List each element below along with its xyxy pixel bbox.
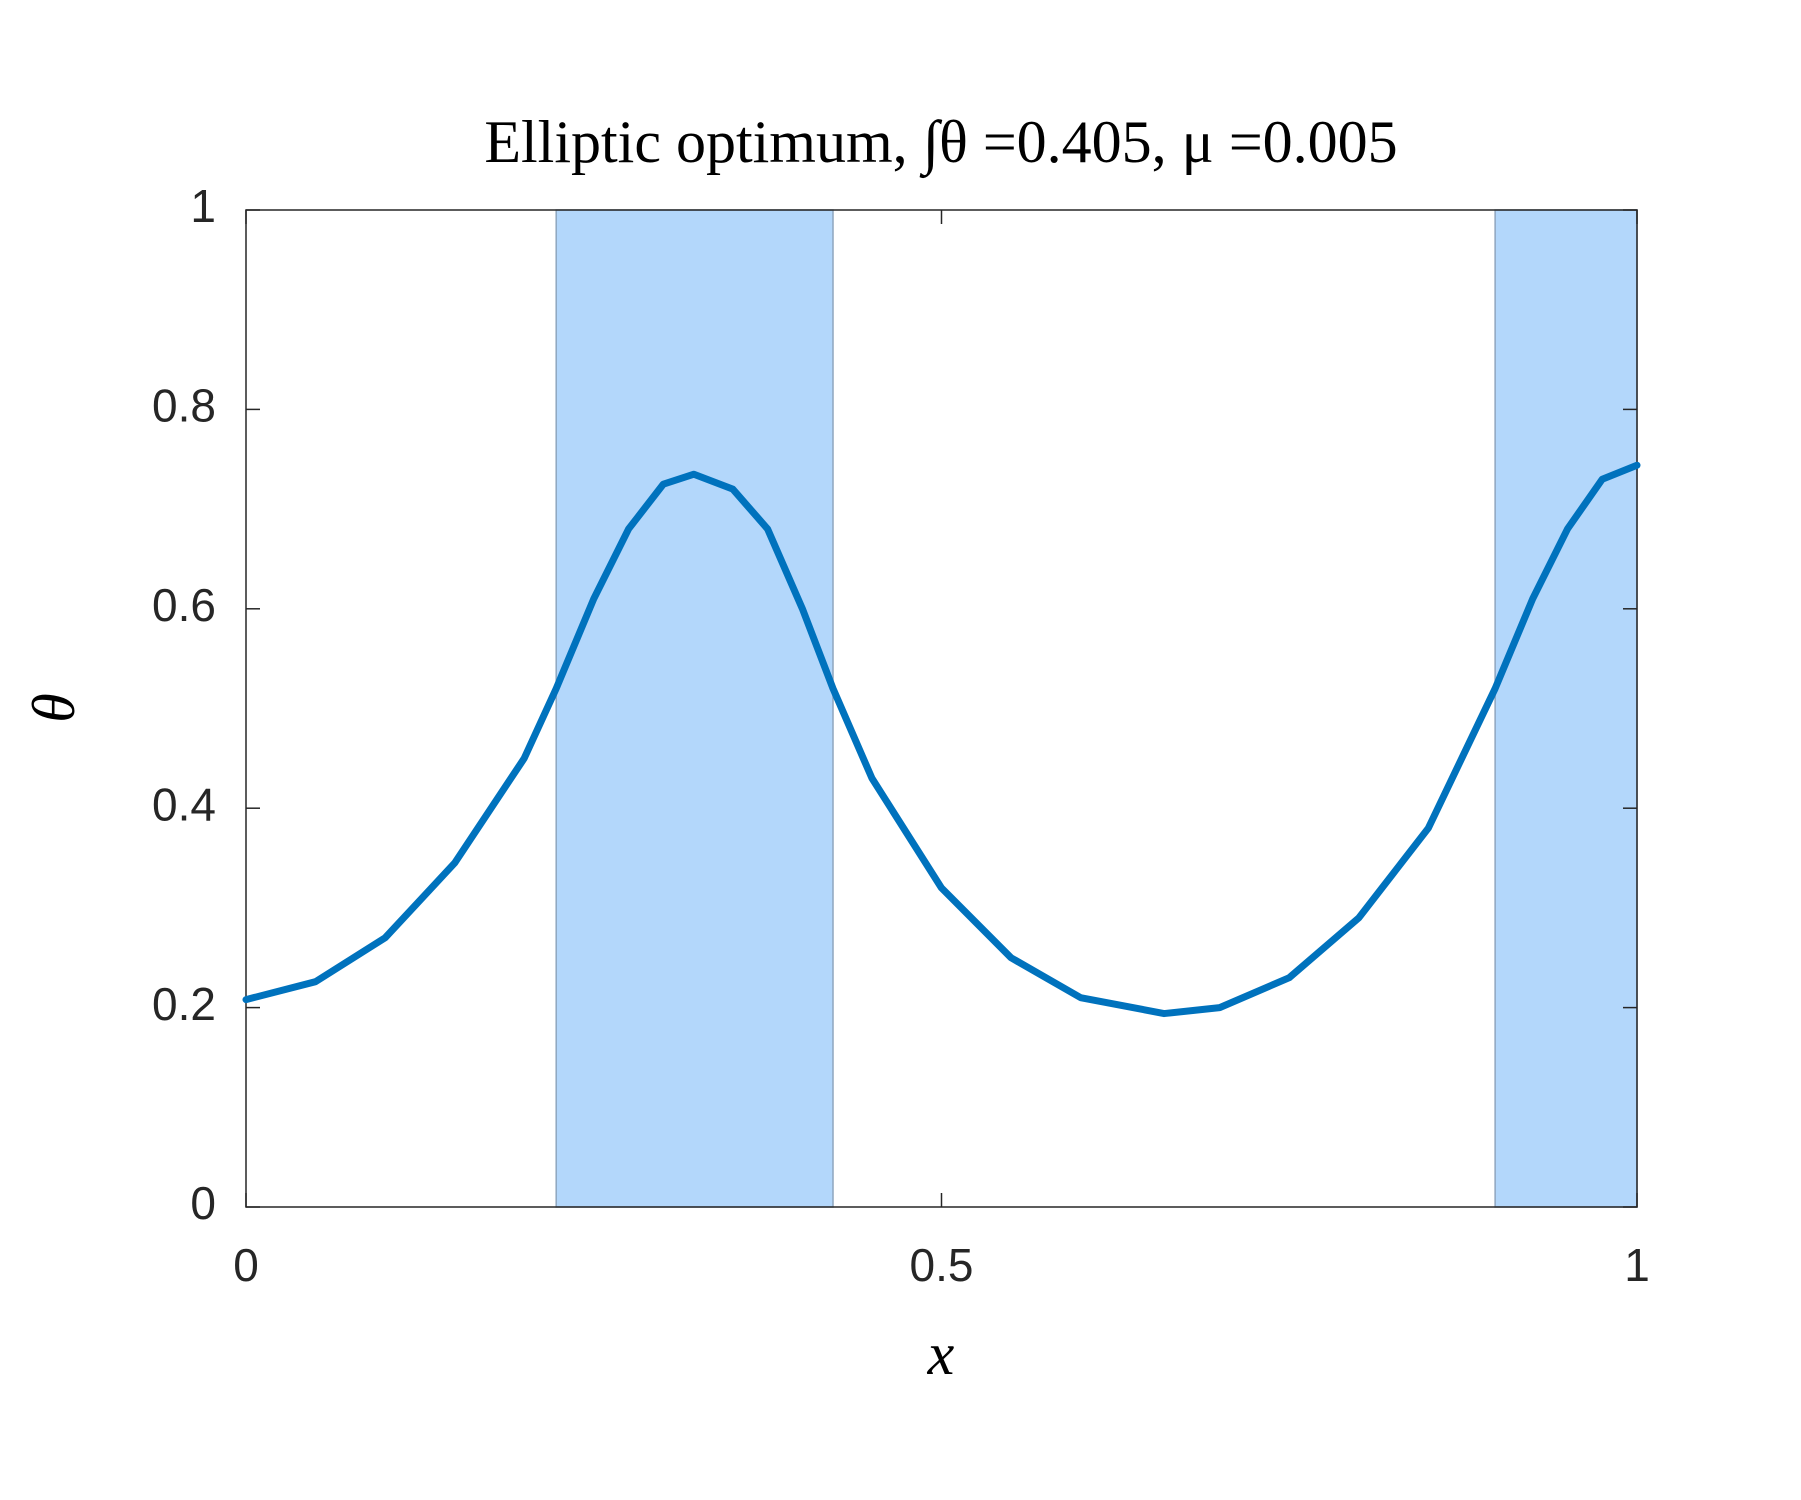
x-tick-label: 0.5 xyxy=(910,1239,974,1291)
y-tick-label: 0 xyxy=(190,1177,216,1229)
data-line xyxy=(242,461,1641,1018)
axes-box xyxy=(245,209,1638,1208)
y-tick-label: 0.4 xyxy=(152,778,216,830)
y-tick-label: 0.2 xyxy=(152,978,216,1030)
y-axis-label: θ xyxy=(21,693,87,722)
chart-title: Elliptic optimum, ∫θ =0.405, μ =0.005 xyxy=(484,109,1397,179)
x-tick-label: 0 xyxy=(233,1239,259,1291)
y-tick-label: 0.6 xyxy=(152,579,216,631)
y-tick-label: 0.8 xyxy=(152,380,216,432)
shaded-region xyxy=(555,209,834,1208)
x-tick-label: 1 xyxy=(1624,1239,1650,1291)
x-axis-label: x xyxy=(927,1321,955,1387)
y-tick-label: 1 xyxy=(190,180,216,232)
shaded-region xyxy=(1494,209,1638,1208)
